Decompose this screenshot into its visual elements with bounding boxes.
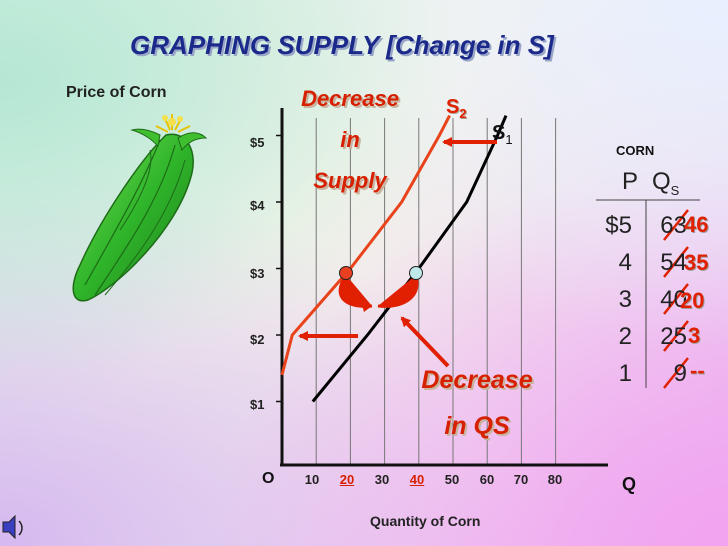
page-title: GRAPHING SUPPLY [Change in S]	[130, 30, 554, 60]
x-tick-label-highlight: 20	[339, 472, 355, 487]
curved-arrow-left-head	[360, 298, 372, 312]
schedule-col-price: P	[622, 168, 639, 195]
schedule-new-quantity: 35	[684, 250, 709, 275]
curved-arrow-right	[377, 274, 419, 308]
x-tick-label: 10	[304, 472, 320, 487]
schedule-price: 3	[618, 286, 632, 313]
strike-mark	[663, 283, 689, 315]
chart-gridlines	[276, 118, 557, 465]
y-tick-label: $3	[250, 266, 265, 281]
point-s2-price3	[339, 266, 353, 280]
schedule-price: 1	[618, 360, 632, 387]
annotation-decrease-qs-1: Decrease	[421, 366, 533, 394]
annotation-decrease-supply-3: Supply	[313, 168, 387, 193]
annotation-decrease-supply-2: in	[340, 127, 360, 152]
schedule-old-quantity: 40	[660, 286, 687, 313]
schedule-old-quantity: 63	[660, 212, 687, 239]
schedule-old-quantity: 25	[660, 323, 687, 350]
schedule-old-quantity: 9	[673, 360, 687, 387]
schedule-new-quantity: 20	[680, 288, 705, 313]
strike-mark	[663, 320, 689, 352]
s2-curve	[280, 114, 451, 376]
point-s1-price3	[409, 266, 423, 280]
x-tick-label: 70	[513, 472, 529, 487]
origin-label: O	[262, 470, 275, 487]
y-tick-label: $4	[250, 198, 265, 213]
schedule-col-quantity: QS	[652, 168, 680, 198]
strike-marks	[663, 209, 689, 389]
strike-mark	[663, 246, 689, 278]
annotation-decrease-qs-2: in QS	[444, 412, 510, 440]
schedule-price: 2	[618, 323, 632, 350]
x-axis-label: Quantity of Corn	[370, 513, 481, 529]
x-tick-label: 50	[444, 472, 460, 487]
schedule-new-quantity: 46	[684, 212, 709, 237]
y-tick-label: $1	[250, 397, 265, 412]
x-tick-label-highlight: 40	[409, 472, 425, 487]
y-tick-label: $5	[250, 135, 265, 150]
q-axis-label: Q	[622, 474, 637, 494]
schedule-new-quantity: 3	[688, 323, 701, 348]
x-tick-label: 30	[374, 472, 390, 487]
pointer-arrow-qs	[400, 316, 450, 368]
schedule-price: $5	[605, 212, 632, 239]
schedule-title: CORN	[616, 143, 655, 158]
x-tick-label: 60	[479, 472, 495, 487]
y-axis-label: Price of Corn	[66, 84, 167, 101]
y-tick-label: $2	[250, 332, 265, 347]
s1-label: S1	[492, 122, 513, 147]
strike-mark	[663, 357, 689, 389]
schedule-price: 4	[618, 249, 632, 276]
schedule-old-quantity: 54	[660, 249, 687, 276]
s2-label: S2	[446, 96, 467, 121]
s1-curve	[311, 115, 508, 403]
strike-mark	[663, 209, 689, 241]
annotation-decrease-supply-1: Decrease	[301, 86, 399, 111]
x-tick-label: 80	[547, 472, 563, 487]
schedule-new-quantity: --	[690, 358, 705, 383]
